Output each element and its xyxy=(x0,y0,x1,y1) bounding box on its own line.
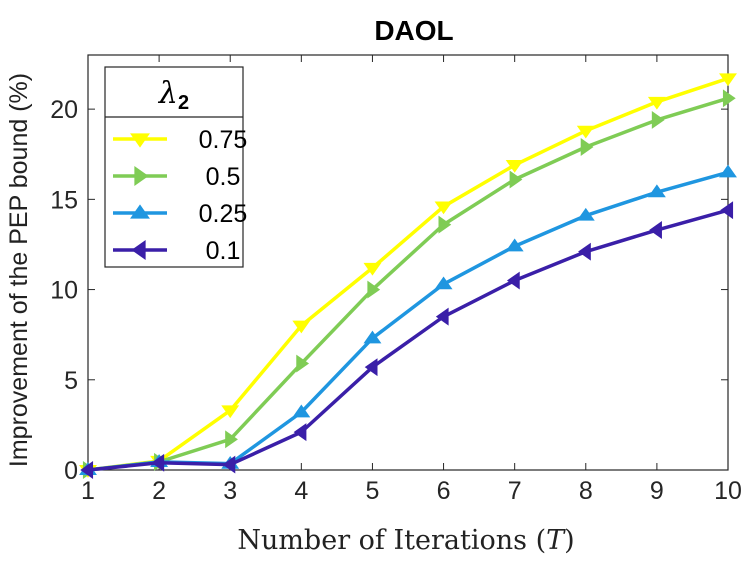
legend-label: 0.25 xyxy=(199,200,248,228)
chart-title: DAOL xyxy=(374,15,453,46)
legend-label: 0.1 xyxy=(206,237,241,265)
legend-item-0.5: 0.5 xyxy=(113,163,240,191)
data-point-0.5 xyxy=(651,110,665,129)
data-point-0.5 xyxy=(722,89,736,108)
legend-marker xyxy=(134,166,149,186)
x-tick-label: 10 xyxy=(714,477,742,505)
data-point-0.1 xyxy=(720,201,734,220)
legend-item-0.1: 0.1 xyxy=(113,237,240,265)
data-point-0.1 xyxy=(435,307,449,326)
y-tick-label: 20 xyxy=(50,96,78,124)
y-tick-label: 10 xyxy=(50,277,78,305)
data-point-0.1 xyxy=(293,423,307,442)
y-tick-label: 0 xyxy=(64,457,78,485)
data-point-0.5 xyxy=(225,430,238,449)
axes: 1 2 3 4 5 6 7 8 9 10 0 5 10 15 20 xyxy=(50,55,742,505)
y-axis-label: Improvement of the PEP bound (%) xyxy=(5,73,33,467)
data-point-0.1 xyxy=(80,461,94,479)
x-tick-label: 8 xyxy=(579,477,593,505)
data-point-0.75 xyxy=(292,320,311,334)
x-tick-label: 5 xyxy=(365,477,379,505)
x-tick-label: 7 xyxy=(508,477,522,505)
data-point-0.75 xyxy=(505,160,524,173)
series-0.1 xyxy=(80,201,734,479)
x-tick-label: 1 xyxy=(81,477,95,505)
data-point-0.25 xyxy=(363,330,382,344)
data-point-0.75 xyxy=(363,262,382,276)
data-point-0.25 xyxy=(647,184,666,198)
y-tick-label: 5 xyxy=(64,367,78,395)
data-point-0.1 xyxy=(151,453,165,472)
data-point-0.25 xyxy=(576,207,595,221)
legend-title: λ2 xyxy=(158,76,189,114)
data-point-0.5 xyxy=(509,170,523,189)
x-tick-label: 6 xyxy=(437,477,451,505)
series-layer xyxy=(79,73,737,479)
x-tick-label: 3 xyxy=(223,477,237,505)
data-point-0.1 xyxy=(506,271,520,290)
data-point-0.5 xyxy=(580,138,594,156)
legend-marker xyxy=(130,204,150,219)
x-axis-label: Number of Iterations (T) xyxy=(237,525,574,556)
series-line-0.5 xyxy=(87,96,729,472)
data-point-0.5 xyxy=(438,215,452,234)
data-point-0.1 xyxy=(649,221,662,239)
legend-marker xyxy=(130,133,150,148)
x-tick-label: 9 xyxy=(650,477,664,505)
legend-label: 0.75 xyxy=(199,126,248,154)
series-line-0.75 xyxy=(87,76,729,472)
data-point-0.75 xyxy=(434,201,453,215)
y-tick-label: 15 xyxy=(50,186,78,214)
x-tick-label: 2 xyxy=(152,477,166,505)
data-point-0.75 xyxy=(576,125,595,139)
legend-label: 0.5 xyxy=(206,163,241,191)
data-point-0.25 xyxy=(292,404,311,418)
x-tick-label: 4 xyxy=(294,477,308,505)
data-point-0.75 xyxy=(647,96,666,110)
data-point-0.75 xyxy=(719,73,737,87)
data-point-0.1 xyxy=(578,242,591,261)
data-point-0.5 xyxy=(296,354,310,373)
data-point-0.1 xyxy=(222,455,236,474)
series-line-0.1 xyxy=(87,208,729,472)
data-point-0.25 xyxy=(505,238,524,252)
legend-box xyxy=(104,66,244,268)
legend: λ2 0.75 0.5 0.25 0.1 xyxy=(104,66,247,268)
data-point-0.5 xyxy=(367,280,381,299)
data-point-0.75 xyxy=(221,405,240,419)
data-point-0.25 xyxy=(719,164,737,178)
data-point-0.1 xyxy=(364,358,378,377)
data-point-0.25 xyxy=(434,276,453,290)
legend-item-0.75: 0.75 xyxy=(113,126,247,154)
legend-marker xyxy=(131,240,146,260)
legend-item-0.25: 0.25 xyxy=(113,200,247,228)
